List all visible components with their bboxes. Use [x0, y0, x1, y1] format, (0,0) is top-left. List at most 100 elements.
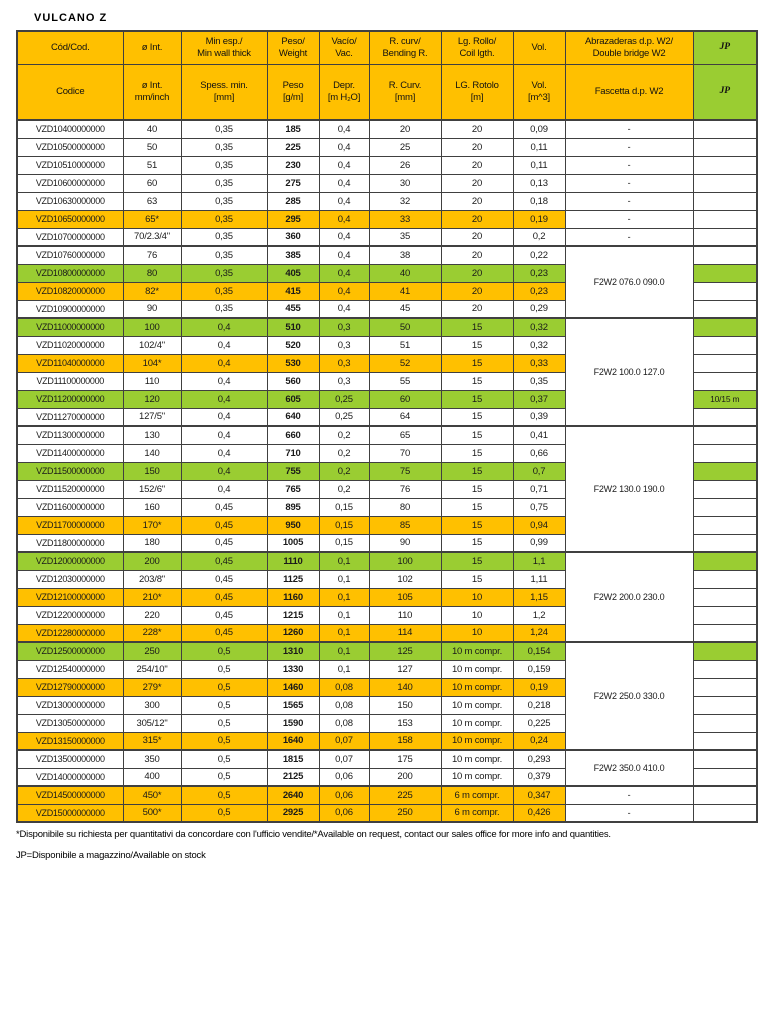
cell-diameter: 51 — [122, 155, 182, 175]
cell-vacuum: 0,15 — [318, 497, 370, 517]
cell-volume: 0,09 — [512, 119, 566, 139]
cell-code: VZD11700000000 — [16, 515, 124, 535]
cell-coil: 15 — [440, 515, 514, 535]
cell-diameter: 220 — [122, 605, 182, 625]
cell-volume: 0,13 — [512, 173, 566, 193]
header-weight-it: Peso [g/m] — [266, 64, 320, 121]
cell-volume: 0,41 — [512, 425, 566, 445]
cell-vacuum: 0,08 — [318, 677, 370, 697]
cell-coil: 15 — [440, 425, 514, 445]
cell-vacuum: 0,15 — [318, 515, 370, 535]
header-diameter: ø Int. — [122, 30, 182, 65]
cell-wall: 0,5 — [180, 803, 268, 823]
cell-code: VZD10650000000 — [16, 209, 124, 229]
cell-weight: 455 — [266, 299, 320, 319]
header-bend-radius-it: R. Curv. [mm] — [368, 64, 442, 121]
cell-jp-status — [692, 479, 758, 499]
cell-jp-status — [692, 443, 758, 463]
cell-bend: 64 — [368, 407, 442, 427]
cell-diameter: 60 — [122, 173, 182, 193]
cell-diameter: 450* — [122, 785, 182, 805]
cell-volume: 0,18 — [512, 191, 566, 211]
cell-bend: 51 — [368, 335, 442, 355]
cell-diameter: 170* — [122, 515, 182, 535]
header-code: Cód/Cod. — [16, 30, 124, 65]
cell-coil: 20 — [440, 245, 514, 265]
cell-bend: 153 — [368, 713, 442, 733]
cell-wall: 0,4 — [180, 425, 268, 445]
cell-diameter: 102/4" — [122, 335, 182, 355]
cell-coil: 10 m compr. — [440, 749, 514, 769]
cell-coil: 15 — [440, 551, 514, 571]
cell-code: VZD13050000000 — [16, 713, 124, 733]
cell-weight: 1160 — [266, 587, 320, 607]
cell-diameter: 160 — [122, 497, 182, 517]
cell-wall: 0,45 — [180, 533, 268, 553]
cell-diameter: 76 — [122, 245, 182, 265]
cell-bend: 50 — [368, 317, 442, 337]
cell-bend: 40 — [368, 263, 442, 283]
cell-weight: 1310 — [266, 641, 320, 661]
cell-jp-status — [692, 659, 758, 679]
cell-jp-status — [692, 299, 758, 319]
cell-coil: 10 m compr. — [440, 695, 514, 715]
cell-volume: 0,35 — [512, 371, 566, 391]
cell-weight: 765 — [266, 479, 320, 499]
cell-jp-status — [692, 731, 758, 751]
cell-clamp: F2W2 350.0 410.0 — [564, 749, 694, 787]
cell-bend: 20 — [368, 119, 442, 139]
cell-bend: 60 — [368, 389, 442, 409]
cell-wall: 0,5 — [180, 767, 268, 787]
header-jp-it: JP — [692, 64, 758, 121]
cell-code: VZD14000000000 — [16, 767, 124, 787]
cell-code: VZD12030000000 — [16, 569, 124, 589]
cell-bend: 45 — [368, 299, 442, 319]
cell-bend: 100 — [368, 551, 442, 571]
cell-wall: 0,5 — [180, 785, 268, 805]
cell-diameter: 228* — [122, 623, 182, 643]
cell-code: VZD14500000000 — [16, 785, 124, 805]
cell-jp-status — [692, 371, 758, 391]
table-row: VZD13000000000 300 0,5 1565 0,08 150 10 m comp… — [16, 695, 758, 715]
cell-bend: 250 — [368, 803, 442, 823]
cell-code: VZD11300000000 — [16, 425, 124, 445]
cell-code: VZD10820000000 — [16, 281, 124, 301]
cell-coil: 20 — [440, 209, 514, 229]
cell-vacuum: 0,06 — [318, 803, 370, 823]
cell-bend: 114 — [368, 623, 442, 643]
cell-wall: 0,4 — [180, 479, 268, 499]
catalog-page: VULCANO Z Cód/Cod. ø Int. Min esp./ Min … — [16, 10, 758, 861]
cell-bend: 65 — [368, 425, 442, 445]
cell-bend: 25 — [368, 137, 442, 157]
cell-bend: 52 — [368, 353, 442, 373]
cell-diameter: 152/6" — [122, 479, 182, 499]
cell-vacuum: 0,4 — [318, 281, 370, 301]
cell-diameter: 279* — [122, 677, 182, 697]
cell-code: VZD11800000000 — [16, 533, 124, 553]
table-row: VZD10820000000 82* 0,35 415 0,4 41 20 0,23 — [16, 281, 758, 301]
cell-diameter: 40 — [122, 119, 182, 139]
cell-volume: 0,23 — [512, 281, 566, 301]
table-row: VZD14500000000 450* 0,5 2640 0,06 225 6 m comp… — [16, 785, 758, 805]
cell-diameter: 350 — [122, 749, 182, 769]
header-code-it: Codice — [16, 64, 124, 121]
cell-weight: 710 — [266, 443, 320, 463]
cell-volume: 0,94 — [512, 515, 566, 535]
header-vacuum: Vacío/ Vac. — [318, 30, 370, 65]
cell-weight: 405 — [266, 263, 320, 283]
cell-coil: 15 — [440, 389, 514, 409]
cell-code: VZD11270000000 — [16, 407, 124, 427]
table-row: VZD11040000000 104* 0,4 530 0,3 52 15 0,33 — [16, 353, 758, 373]
cell-weight: 950 — [266, 515, 320, 535]
cell-weight: 1005 — [266, 533, 320, 553]
table-row: VZD11020000000 102/4" 0,4 520 0,3 51 15 0,32 — [16, 335, 758, 355]
cell-weight: 605 — [266, 389, 320, 409]
cell-wall: 0,4 — [180, 443, 268, 463]
cell-bend: 76 — [368, 479, 442, 499]
cell-wall: 0,4 — [180, 335, 268, 355]
cell-code: VZD13150000000 — [16, 731, 124, 751]
cell-jp-status — [692, 515, 758, 535]
cell-volume: 0,23 — [512, 263, 566, 283]
cell-diameter: 110 — [122, 371, 182, 391]
cell-weight: 660 — [266, 425, 320, 445]
